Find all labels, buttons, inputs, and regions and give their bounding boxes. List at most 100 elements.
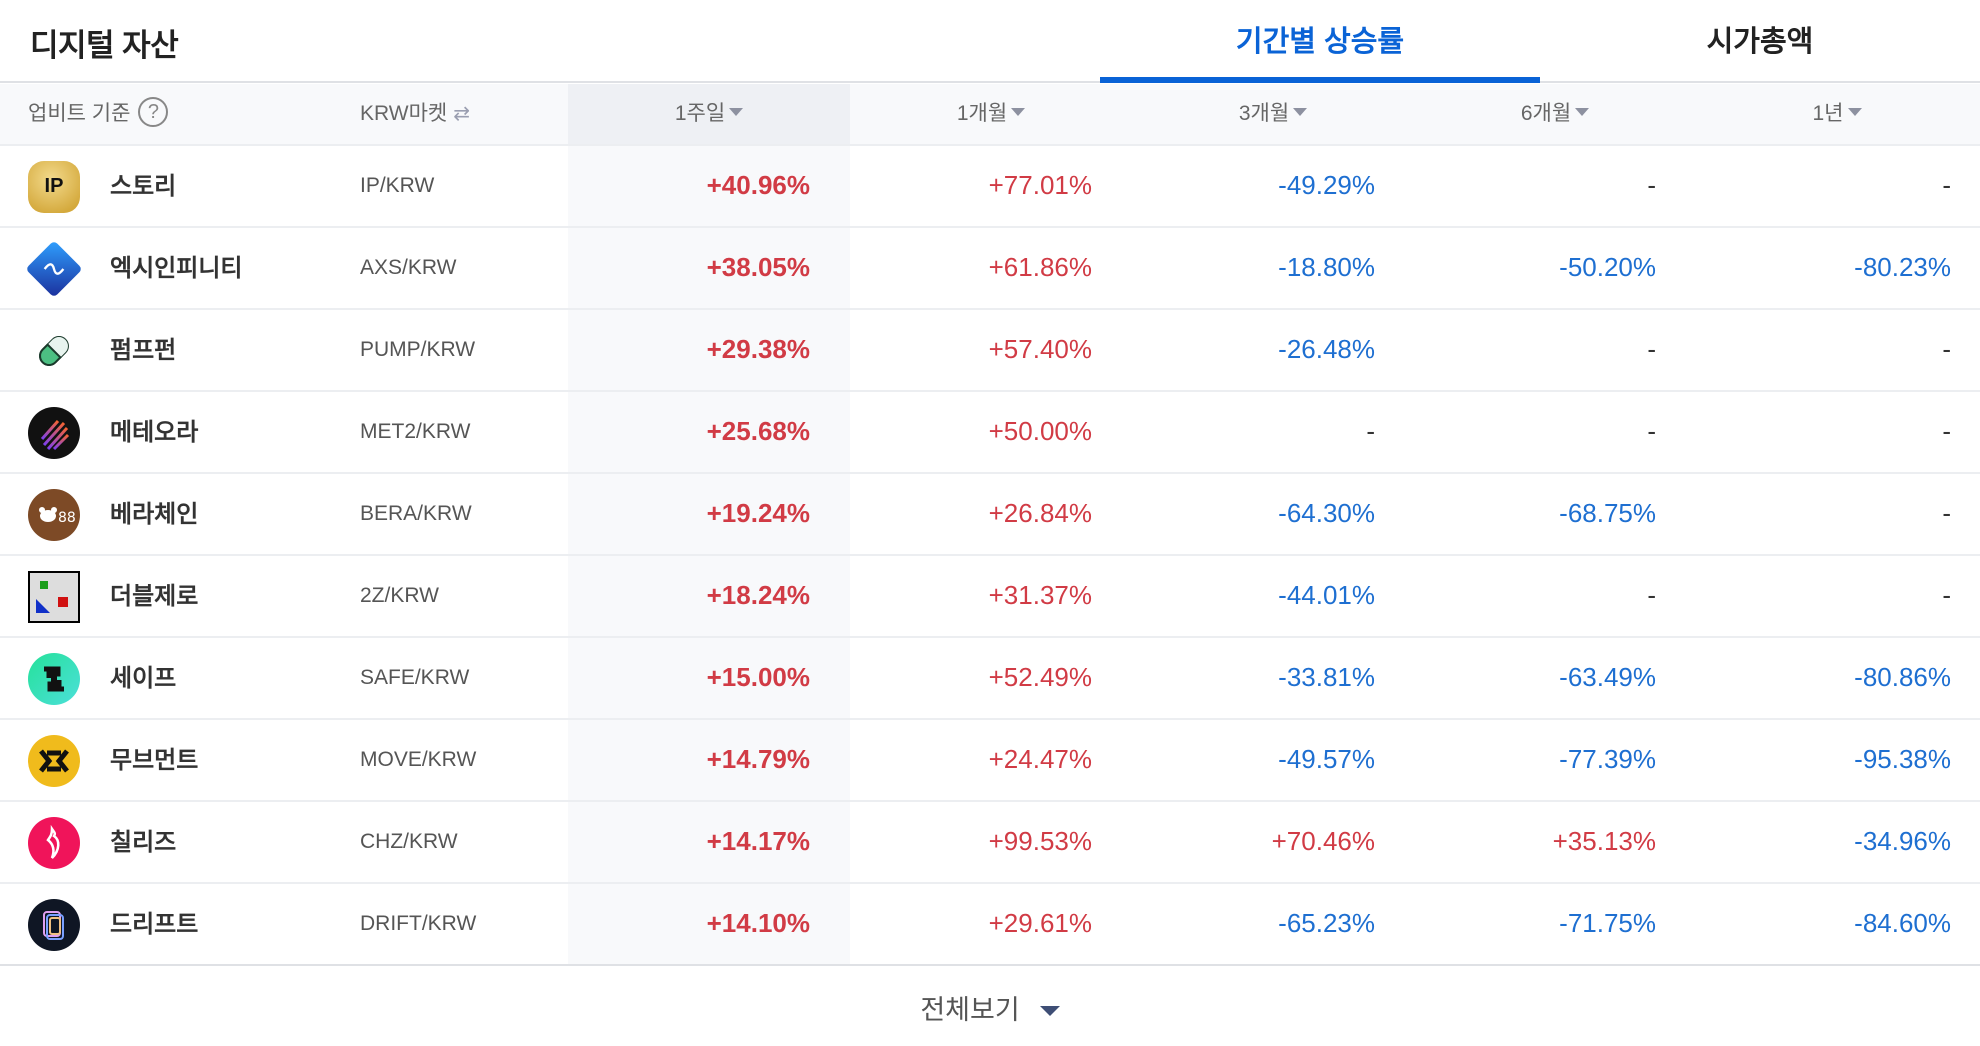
change-1week: +40.96% xyxy=(706,170,810,200)
change-1year: -84.60% xyxy=(1854,908,1951,938)
change-1week: +18.24% xyxy=(706,580,810,610)
question-circle-icon[interactable]: ? xyxy=(138,97,169,128)
change-3month: -49.29% xyxy=(1278,170,1375,200)
asset-name[interactable]: 무브먼트 xyxy=(110,747,199,774)
table-header: 업비트 기준? KRW마켓 ⇄ 1주일 1개월 3개월 6개월 1년 xyxy=(0,84,1980,146)
asset-pair: CHZ/KRW xyxy=(360,830,458,853)
meteora-logo-icon xyxy=(28,407,80,459)
change-1week: +14.17% xyxy=(706,826,810,856)
change-3month: - xyxy=(1366,416,1375,446)
movement-logo-icon xyxy=(28,735,80,787)
table-row[interactable]: 무브먼트 MOVE/KRW +14.79% +24.47% -49.57% -77.39%… xyxy=(0,720,1980,802)
change-1month: +61.86% xyxy=(988,252,1092,282)
berachain-logo-icon: 88 xyxy=(28,489,80,541)
safe-logo-icon xyxy=(28,653,80,705)
asset-pair: IP/KRW xyxy=(360,174,435,197)
change-1year: - xyxy=(1942,170,1951,200)
asset-name[interactable]: 메테오라 xyxy=(110,419,199,446)
change-6month: -77.39% xyxy=(1559,744,1656,774)
table-row[interactable]: 메테오라 MET2/KRW +25.68% +50.00% - - - xyxy=(0,392,1980,474)
change-1week: +14.10% xyxy=(706,908,810,938)
asset-name[interactable]: 엑시인피니티 xyxy=(110,255,243,282)
top-bar: 디지털 자산 기간별 상승률 시가총액 xyxy=(0,0,1980,83)
sort-1month[interactable]: 1개월 xyxy=(850,84,1132,144)
tab-market-cap[interactable]: 시가총액 xyxy=(1706,26,1814,58)
asset-name[interactable]: 드리프트 xyxy=(110,911,199,938)
chiliz-logo-icon xyxy=(28,817,80,869)
change-3month: -65.23% xyxy=(1278,908,1375,938)
change-6month: - xyxy=(1647,334,1656,364)
change-3month: -44.01% xyxy=(1278,580,1375,610)
sort-3month-label: 3개월 xyxy=(1238,102,1290,125)
table-row[interactable]: 세이프 SAFE/KRW +15.00% +52.49% -33.81% -63.49% -… xyxy=(0,638,1980,720)
triangle-down-icon xyxy=(729,108,744,117)
asset-name[interactable]: 더블제로 xyxy=(110,583,199,610)
asset-pair: DRIFT/KRW xyxy=(360,912,477,935)
sort-6month[interactable]: 6개월 xyxy=(1414,84,1696,144)
change-6month: -63.49% xyxy=(1559,662,1656,692)
change-6month: - xyxy=(1647,170,1656,200)
change-1year: -80.86% xyxy=(1854,662,1951,692)
change-3month: -33.81% xyxy=(1278,662,1375,692)
change-1year: - xyxy=(1942,416,1951,446)
table-row[interactable]: 엑시인피니티 AXS/KRW +38.05% +61.86% -18.80% -50.20… xyxy=(0,228,1980,310)
change-1week: +14.79% xyxy=(706,744,810,774)
asset-name[interactable]: 베라체인 xyxy=(110,501,199,528)
change-1year: -34.96% xyxy=(1854,826,1951,856)
triangle-down-icon xyxy=(1575,108,1590,117)
change-1week: +38.05% xyxy=(706,252,810,282)
sort-1month-label: 1개월 xyxy=(956,102,1008,125)
asset-pair: MOVE/KRW xyxy=(360,748,477,771)
table-row[interactable]: IP 스토리 IP/KRW +40.96% +77.01% -49.29% - - xyxy=(0,146,1980,228)
story-ip-logo-icon: IP xyxy=(28,161,80,213)
change-1year: - xyxy=(1942,580,1951,610)
axie-infinity-logo-icon xyxy=(25,240,83,298)
change-1year: - xyxy=(1942,498,1951,528)
triangle-down-icon xyxy=(1039,1005,1060,1016)
change-1month: +26.84% xyxy=(988,498,1092,528)
change-6month: - xyxy=(1647,416,1656,446)
table-row[interactable]: 칠리즈 CHZ/KRW +14.17% +99.53% +70.46% +35.13% -3… xyxy=(0,802,1980,884)
table-row[interactable]: 드리프트 DRIFT/KRW +14.10% +29.61% -65.23% -71.75… xyxy=(0,884,1980,966)
sort-6month-label: 6개월 xyxy=(1520,102,1572,125)
change-6month: -50.20% xyxy=(1559,252,1656,282)
change-1week: +15.00% xyxy=(706,662,810,692)
asset-name[interactable]: 스토리 xyxy=(110,173,177,200)
sort-1year-label: 1년 xyxy=(1812,102,1844,125)
asset-pair: PUMP/KRW xyxy=(360,338,476,361)
change-3month: -26.48% xyxy=(1278,334,1375,364)
change-1year: -95.38% xyxy=(1854,744,1951,774)
table-row[interactable]: 88 베라체인 BERA/KRW +19.24% +26.84% -64.30% -68.7… xyxy=(0,474,1980,556)
table-row[interactable]: 더블제로 2Z/KRW +18.24% +31.37% -44.01% - - xyxy=(0,556,1980,638)
asset-pair: 2Z/KRW xyxy=(360,584,439,607)
sort-1week[interactable]: 1주일 xyxy=(568,84,850,144)
tab-period-gain[interactable]: 기간별 상승률 xyxy=(1100,18,1540,83)
change-3month: -64.30% xyxy=(1278,498,1375,528)
change-6month: -71.75% xyxy=(1559,908,1656,938)
svg-text:88: 88 xyxy=(58,510,76,526)
change-1month: +77.01% xyxy=(988,170,1092,200)
pump-fun-pill-logo-icon xyxy=(28,325,80,377)
change-1month: +50.00% xyxy=(988,416,1092,446)
sort-1week-label: 1주일 xyxy=(674,102,726,125)
asset-pair: BERA/KRW xyxy=(360,502,472,525)
broken-image-icon xyxy=(28,571,80,623)
sort-1year[interactable]: 1년 xyxy=(1696,84,1978,144)
asset-name[interactable]: 펌프펀 xyxy=(110,337,177,364)
view-all-button[interactable]: 전체보기 xyxy=(920,988,1060,1027)
footer: 전체보기 xyxy=(0,966,1980,1046)
asset-name[interactable]: 세이프 xyxy=(110,665,177,692)
change-1week: +29.38% xyxy=(706,334,810,364)
swap-arrows-icon[interactable]: ⇄ xyxy=(453,103,471,125)
change-6month: - xyxy=(1647,580,1656,610)
triangle-down-icon xyxy=(1293,108,1308,117)
change-1week: +25.68% xyxy=(706,416,810,446)
sort-3month[interactable]: 3개월 xyxy=(1132,84,1414,144)
asset-pair: SAFE/KRW xyxy=(360,666,470,689)
table-row[interactable]: 펌프펀 PUMP/KRW +29.38% +57.40% -26.48% - - xyxy=(0,310,1980,392)
change-1month: +52.49% xyxy=(988,662,1092,692)
triangle-down-icon xyxy=(1011,108,1026,117)
asset-name[interactable]: 칠리즈 xyxy=(110,829,177,856)
market-label: KRW마켓 xyxy=(360,102,448,125)
market-header[interactable]: KRW마켓 ⇄ xyxy=(360,84,470,144)
